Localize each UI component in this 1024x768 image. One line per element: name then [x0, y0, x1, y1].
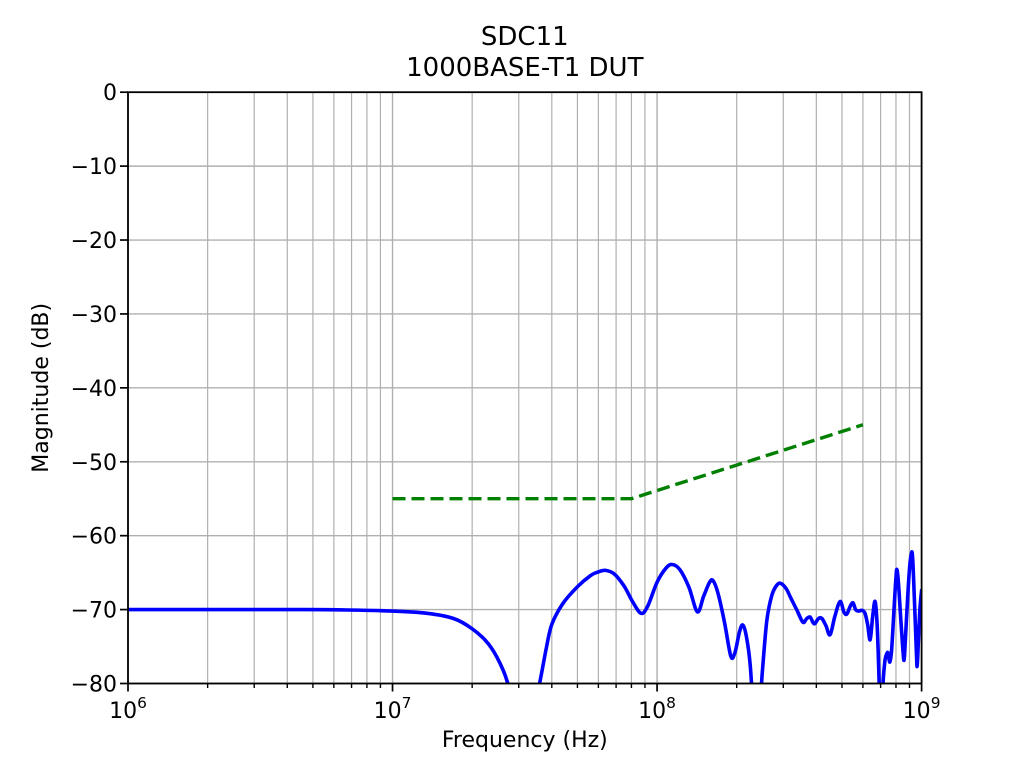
- y-tick-label: −10: [71, 155, 117, 180]
- x-tick-label: 106: [109, 694, 147, 724]
- chart-title-line1: SDC11: [481, 22, 569, 52]
- y-tick-label: −40: [71, 377, 117, 402]
- x-tick-label: 108: [638, 694, 676, 724]
- y-tick-label: −70: [71, 599, 117, 624]
- y-axis-label: Magnitude (dB): [29, 303, 54, 473]
- y-tick-label: −30: [71, 303, 117, 328]
- y-tick-label: −80: [71, 673, 117, 698]
- x-tick-label: 109: [903, 694, 941, 724]
- y-tick-label: −20: [71, 229, 117, 254]
- limit-line-curve: [392, 423, 864, 501]
- y-tick-label: 0: [103, 81, 117, 106]
- x-axis-label: Frequency (Hz): [442, 728, 608, 753]
- y-tick-label: −50: [71, 451, 117, 476]
- sdc11-measurement-curve: [128, 550, 922, 684]
- y-tick-label: −60: [71, 525, 117, 550]
- chart-title-line2: 1000BASE-T1 DUT: [406, 53, 643, 83]
- x-tick-label: 107: [374, 694, 412, 724]
- chart-layer: 106 107 108 109 0 −10 −20 −30 −40 −50 −60 −70 −80: [71, 81, 941, 724]
